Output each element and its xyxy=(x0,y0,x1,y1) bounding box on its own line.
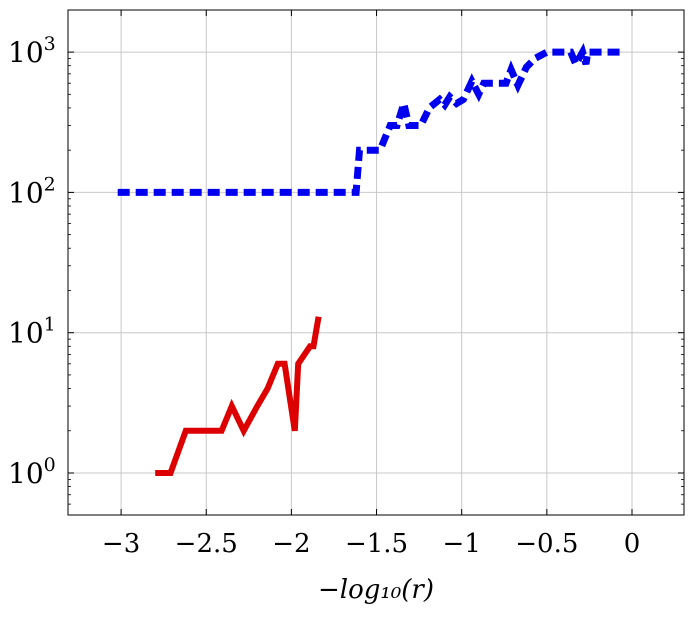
x-tick-label: 0 xyxy=(624,529,641,559)
y-tick-labels: 100 101 102 103 xyxy=(8,33,56,490)
series xyxy=(117,43,624,476)
y-tick-label: 103 xyxy=(8,33,56,69)
plot-frame xyxy=(67,9,685,516)
y-tick-label: 102 xyxy=(8,173,56,209)
x-tick-label: −2 xyxy=(272,529,310,559)
y-tick-label: 100 xyxy=(8,454,56,490)
series-line-red-solid xyxy=(155,316,322,476)
x-tick-label: −2.5 xyxy=(175,529,238,559)
x-axis-label: −log₁₀(r) xyxy=(318,575,434,605)
x-tick-label: −1.5 xyxy=(345,529,408,559)
series-line-blue-dashed xyxy=(117,43,624,196)
y-tick-label: 101 xyxy=(8,314,56,350)
x-tick-label: −1 xyxy=(443,529,481,559)
grid xyxy=(68,10,684,515)
x-tick-labels: −3 −2.5 −2 −1.5 −1 −0.5 0 xyxy=(102,529,640,559)
x-tick-label: −3 xyxy=(102,529,140,559)
ticks xyxy=(68,10,684,515)
x-tick-label: −0.5 xyxy=(515,529,578,559)
